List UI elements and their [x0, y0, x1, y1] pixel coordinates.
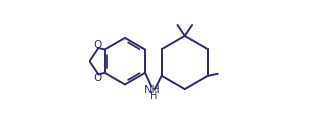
Text: O: O [93, 73, 101, 83]
Text: O: O [93, 40, 101, 50]
Text: H: H [150, 91, 157, 101]
Text: NH: NH [144, 85, 161, 95]
